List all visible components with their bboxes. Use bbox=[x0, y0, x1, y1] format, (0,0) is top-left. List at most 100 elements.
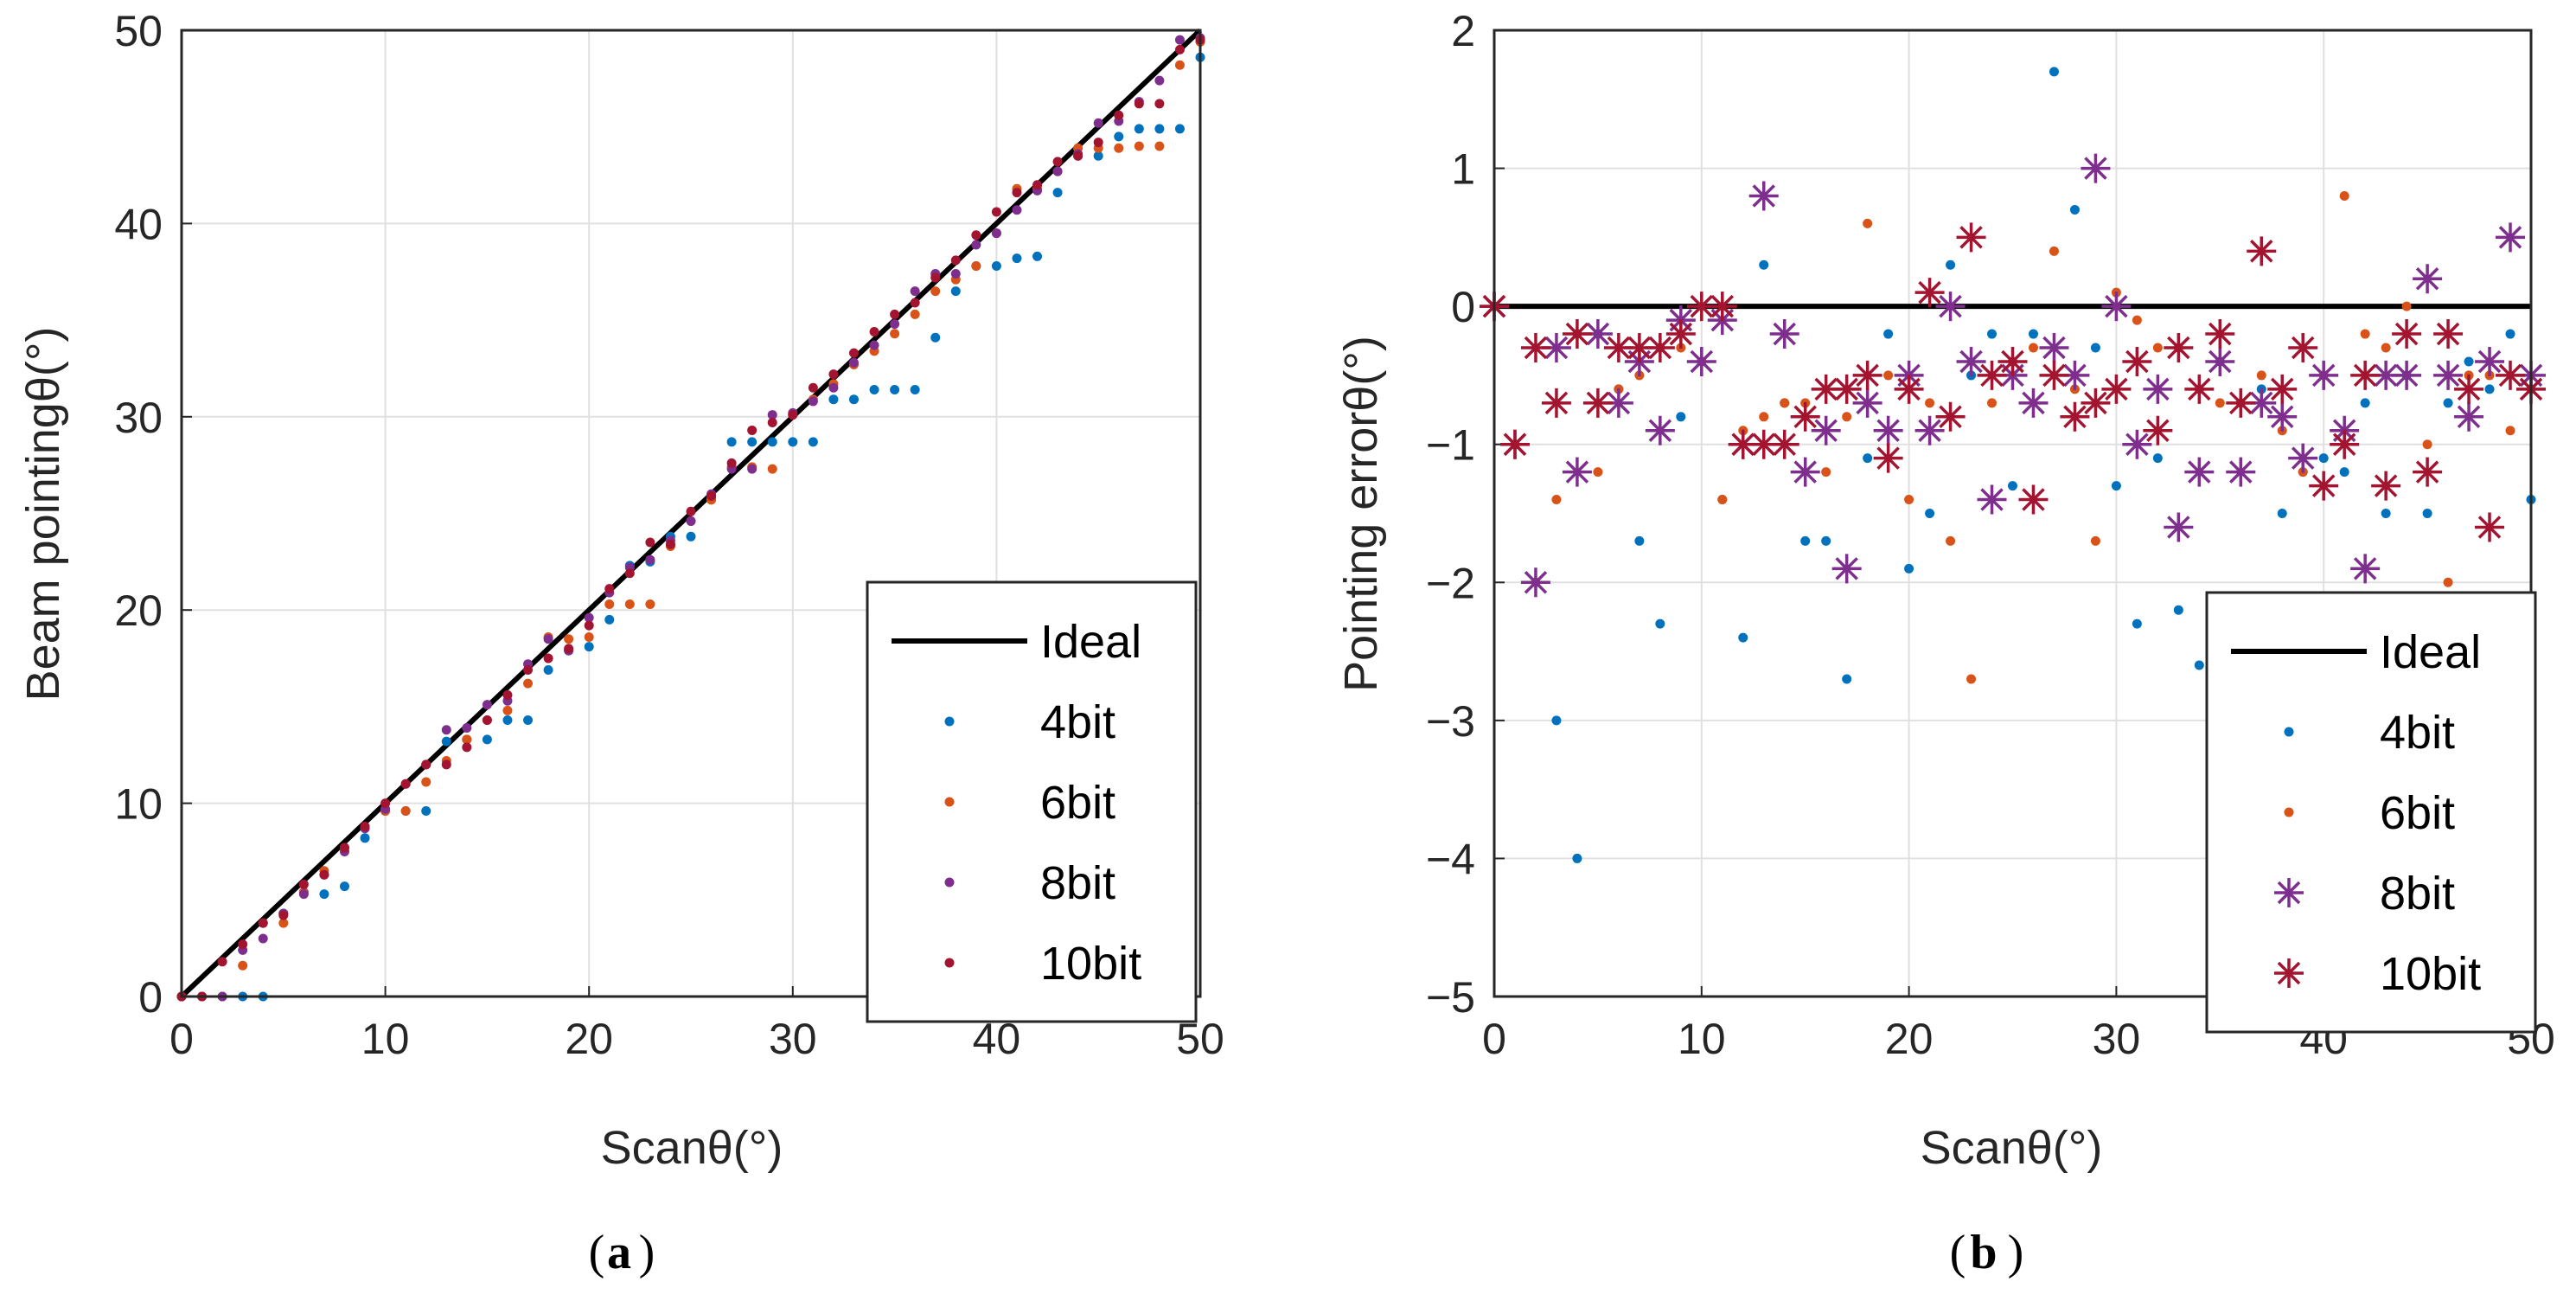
data-point-6bit bbox=[1946, 535, 1956, 546]
data-point-10bit bbox=[1707, 292, 1737, 322]
data-point-10bit bbox=[848, 348, 859, 358]
data-point-10bit bbox=[238, 939, 248, 950]
data-point-10bit bbox=[1894, 374, 1924, 404]
data-point-10bit bbox=[2101, 374, 2132, 404]
data-point-8bit bbox=[1174, 35, 1185, 45]
data-point-6bit bbox=[2360, 329, 2370, 339]
data-point-10bit bbox=[767, 418, 777, 428]
x-tick-label: 30 bbox=[769, 1015, 817, 1063]
data-point-10bit bbox=[1541, 388, 1571, 418]
data-point-6bit bbox=[502, 705, 513, 715]
data-point-10bit bbox=[747, 425, 757, 435]
data-point-10bit bbox=[1603, 333, 1633, 363]
data-point-8bit bbox=[1935, 292, 1966, 322]
legend-label-10bit: 10bit bbox=[2380, 948, 2481, 1000]
data-point-10bit bbox=[2267, 374, 2298, 404]
data-point-8bit bbox=[258, 933, 268, 944]
data-point-8bit bbox=[1012, 205, 1022, 215]
data-point-8bit bbox=[2392, 360, 2422, 390]
data-point-4bit bbox=[2339, 467, 2349, 477]
x-tick-label: 10 bbox=[1678, 1015, 1726, 1063]
data-point-4bit bbox=[2069, 204, 2080, 215]
data-point-8bit bbox=[2454, 401, 2484, 432]
data-point-6bit bbox=[1842, 412, 1852, 422]
data-point-8bit bbox=[1914, 415, 1945, 445]
data-point-6bit bbox=[238, 960, 248, 971]
data-point-10bit bbox=[1114, 110, 1124, 120]
data-point-4bit bbox=[543, 664, 553, 675]
data-point-4bit bbox=[441, 736, 451, 747]
data-point-6bit bbox=[1551, 495, 1562, 505]
data-point-10bit bbox=[706, 490, 717, 501]
data-point-4bit bbox=[1842, 674, 1852, 684]
caption-letter: b bbox=[1970, 1226, 1997, 1279]
series-10bit bbox=[1480, 222, 2546, 542]
y-tick-label: 20 bbox=[114, 586, 163, 635]
data-point-4bit bbox=[2152, 453, 2163, 464]
caption-close-paren: ) bbox=[639, 1226, 655, 1279]
data-point-10bit bbox=[1748, 429, 1779, 459]
x-axis-label: Scanθ(°) bbox=[1921, 1122, 2103, 1174]
data-point-6bit bbox=[930, 286, 941, 297]
legend-label-6bit: 6bit bbox=[1040, 777, 1115, 829]
data-point-10bit bbox=[2143, 415, 2173, 445]
data-point-4bit bbox=[1925, 509, 1935, 518]
data-point-6bit bbox=[1883, 370, 1894, 381]
data-point-4bit bbox=[2381, 509, 2391, 518]
data-point-10bit bbox=[1728, 429, 1758, 459]
data-point-4bit bbox=[2277, 509, 2287, 518]
legend: Ideal 4bit 6bit 8bit 10bit bbox=[866, 580, 1198, 1023]
data-point-6bit bbox=[1925, 398, 1935, 408]
data-point-4bit bbox=[2360, 398, 2370, 408]
data-point-8bit bbox=[645, 554, 655, 565]
data-point-10bit bbox=[564, 644, 574, 654]
data-point-6bit bbox=[624, 599, 635, 609]
data-point-8bit bbox=[1603, 388, 1633, 418]
data-point-8bit bbox=[991, 228, 1001, 239]
legend-box bbox=[866, 580, 1198, 1023]
data-point-8bit bbox=[1541, 333, 1571, 363]
data-point-10bit bbox=[2018, 484, 2049, 515]
data-point-8bit bbox=[2371, 360, 2401, 390]
data-point-10bit bbox=[1665, 319, 1696, 349]
data-point-8bit bbox=[1093, 118, 1103, 128]
data-point-4bit bbox=[2008, 481, 2017, 491]
x-tick-label: 30 bbox=[2093, 1015, 2141, 1063]
data-point-10bit bbox=[1052, 157, 1063, 167]
data-point-8bit bbox=[1956, 346, 1986, 376]
data-point-10bit bbox=[543, 653, 553, 663]
legend-label-4bit: 4bit bbox=[2380, 707, 2455, 759]
data-point-10bit bbox=[1134, 99, 1144, 109]
data-point-10bit bbox=[2309, 471, 2339, 501]
data-point-8bit bbox=[2496, 222, 2526, 253]
data-point-6bit bbox=[278, 918, 289, 928]
data-point-6bit bbox=[604, 599, 615, 609]
caption-open-paren: ( bbox=[1950, 1226, 1966, 1279]
data-point-4bit bbox=[1759, 260, 1769, 270]
legend-label-8bit: 8bit bbox=[1040, 857, 1115, 909]
data-point-6bit bbox=[971, 261, 981, 272]
data-point-4bit bbox=[767, 437, 777, 447]
data-point-10bit bbox=[502, 689, 513, 700]
data-point-8bit bbox=[1562, 457, 1592, 487]
data-point-6bit bbox=[523, 678, 534, 689]
data-point-10bit bbox=[1852, 360, 1882, 390]
data-point-4bit bbox=[910, 385, 920, 395]
legend-swatch-10bit bbox=[944, 958, 955, 968]
data-point-6bit bbox=[400, 806, 411, 817]
data-point-8bit bbox=[2247, 388, 2277, 418]
data-point-10bit bbox=[1093, 138, 1103, 148]
y-tick-label: 50 bbox=[114, 7, 163, 55]
data-point-8bit bbox=[1686, 346, 1716, 376]
data-point-6bit bbox=[2256, 370, 2266, 381]
data-point-6bit bbox=[1904, 495, 1914, 505]
data-point-4bit bbox=[747, 437, 757, 447]
data-point-6bit bbox=[2132, 315, 2142, 325]
data-point-4bit bbox=[1572, 853, 1582, 863]
data-point-4bit bbox=[2484, 384, 2495, 394]
data-point-10bit bbox=[298, 879, 309, 889]
data-point-10bit bbox=[890, 309, 900, 319]
data-point-4bit bbox=[1012, 253, 1022, 264]
data-point-4bit bbox=[1946, 260, 1956, 270]
data-point-10bit bbox=[482, 715, 492, 726]
